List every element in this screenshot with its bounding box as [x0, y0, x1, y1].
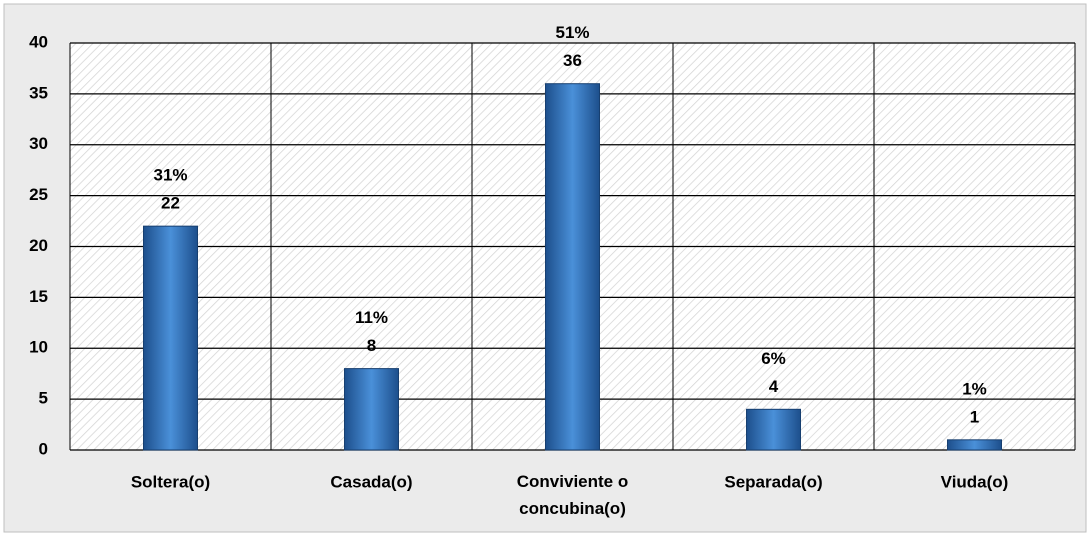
percent-label: 11%	[355, 308, 388, 327]
x-tick-label: Conviviente o concubina(o)	[517, 472, 628, 518]
bar	[143, 225, 198, 451]
bar	[947, 439, 1002, 451]
bar	[746, 408, 801, 451]
y-tick-label: 10	[29, 338, 48, 357]
value-label: 8	[367, 336, 376, 355]
x-tick-label: Soltera(o)	[131, 472, 210, 491]
percent-label: 31%	[153, 166, 187, 185]
percent-label: 6%	[761, 349, 786, 368]
y-tick-label: 30	[29, 134, 48, 153]
value-label: 1	[970, 407, 979, 426]
y-tick-label: 0	[39, 439, 48, 458]
value-label: 22	[161, 194, 180, 213]
bar	[545, 83, 600, 451]
y-tick-label: 15	[29, 287, 48, 306]
x-tick-label: Casada(o)	[330, 472, 412, 491]
y-tick-label: 25	[29, 185, 48, 204]
y-tick-label: 5	[39, 389, 48, 408]
y-tick-label: 20	[29, 236, 48, 255]
y-tick-label: 35	[29, 83, 48, 102]
x-tick-label: Separada(o)	[724, 472, 822, 491]
y-tick-label: 40	[29, 32, 48, 51]
percent-label: 1%	[962, 379, 987, 398]
value-label: 36	[563, 51, 582, 70]
percent-label: 51%	[555, 23, 589, 42]
bar	[344, 368, 399, 451]
x-tick-label: Viuda(o)	[941, 472, 1009, 491]
value-label: 4	[769, 377, 779, 396]
